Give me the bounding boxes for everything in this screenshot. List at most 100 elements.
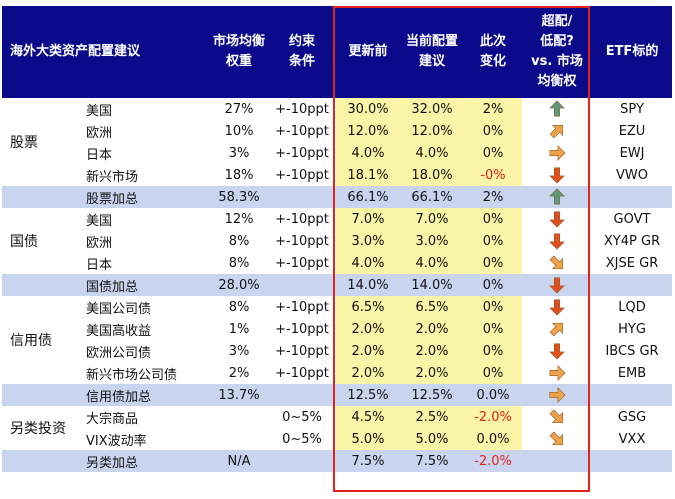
- over-under-cell: [522, 120, 592, 142]
- etf-ticker: [592, 274, 673, 296]
- over-under-cell: [522, 450, 593, 472]
- subtotal-spacer: [2, 274, 80, 296]
- before-value: 30.0%: [336, 98, 401, 120]
- constraint: [268, 186, 337, 208]
- before-value: 4.0%: [336, 142, 401, 164]
- constraint: +-10ppt: [275, 123, 329, 139]
- table-row: 国债 美国 12% +-10ppt 7.0% 7.0% 0% GOVT: [2, 208, 672, 274]
- change-value: 0%: [464, 208, 523, 230]
- before-value: 14.0%: [336, 274, 401, 296]
- market-weight: [210, 406, 268, 428]
- current-value: 2.0%: [400, 362, 465, 384]
- header-etf: ETF标的: [592, 6, 673, 98]
- arrow-up-right-icon: [549, 125, 564, 139]
- market-weight: 3%: [228, 145, 250, 161]
- current-value: 2.5%: [400, 406, 465, 428]
- etf-ticker: EZU: [618, 123, 646, 139]
- current-value: 2.0%: [400, 340, 465, 362]
- market-weight: 8%: [228, 299, 250, 315]
- asset-name: 日本: [86, 257, 113, 273]
- market-weight: 28.0%: [210, 274, 269, 296]
- over-under-cell: [522, 164, 592, 186]
- over-under-cell: [522, 274, 593, 296]
- change-value: 0.0%: [464, 428, 523, 450]
- constraint: +-10ppt: [275, 299, 329, 315]
- etf-ticker: EWJ: [619, 145, 645, 161]
- asset-name: 股票加总: [80, 186, 211, 208]
- header-before: 更新前: [336, 6, 401, 98]
- before-value: 12.0%: [336, 120, 401, 142]
- change-value: 2%: [464, 98, 523, 120]
- category-label: 股票: [2, 98, 80, 186]
- subtotal-row: 信用债加总 13.7% 12.5% 12.5% 0.0%: [2, 384, 673, 406]
- etf-ticker: VWO: [616, 167, 648, 183]
- change-value: -2.0%: [464, 406, 523, 428]
- subtotal-row: 国债加总 28.0% 14.0% 14.0% 0%: [2, 274, 673, 296]
- market-weight: 27%: [224, 101, 254, 117]
- over-under-cell: [522, 340, 592, 362]
- over-under-cell: [522, 186, 593, 208]
- market-weight: 8%: [228, 233, 250, 249]
- asset-name: 新兴市场公司债: [86, 367, 178, 383]
- change-value: 0%: [464, 274, 523, 296]
- change-value: 0%: [464, 230, 523, 252]
- change-value: 0%: [464, 362, 523, 384]
- etf-ticker: VXX: [618, 431, 646, 447]
- market-weight: 3%: [228, 343, 250, 359]
- constraint: +-10ppt: [275, 343, 329, 359]
- current-value: 66.1%: [400, 186, 465, 208]
- etf-ticker: GSG: [617, 409, 647, 425]
- table-row: 欧洲 8% +-10ppt 3.0% 3.0% 0% XY4P GR: [2, 230, 672, 252]
- etf-ticker: EMB: [617, 365, 647, 381]
- constraint: +-10ppt: [275, 145, 329, 161]
- current-value: 5.0%: [400, 428, 465, 450]
- current-value: 12.5%: [400, 384, 465, 406]
- constraint: +-10ppt: [275, 211, 329, 227]
- table-row: 新兴市场公司债 2% +-10ppt 2.0% 2.0% 0% EMB: [2, 362, 672, 384]
- etf-ticker: SPY: [620, 101, 644, 117]
- arrow-right-icon: [549, 365, 566, 381]
- table-row: 欧洲公司债 3% +-10ppt 2.0% 2.0% 0% IBCS GR: [2, 340, 672, 362]
- header-market-weight: 市场均衡 权重: [210, 6, 269, 98]
- subtotal-spacer: [2, 384, 80, 406]
- market-weight: 12%: [224, 211, 254, 227]
- table-row: 日本 8% +-10ppt 4.0% 4.0% 0% XJSE GR: [2, 252, 672, 274]
- subtotal-row: 另类加总 N/A 7.5% 7.5% -2.0%: [2, 450, 673, 472]
- market-weight: 2%: [228, 365, 250, 381]
- current-value: 4.0%: [400, 142, 465, 164]
- constraint: +-10ppt: [275, 233, 329, 249]
- over-under-cell: [522, 318, 592, 340]
- asset-name: 国债加总: [80, 274, 211, 296]
- asset-name: 美国公司债: [86, 301, 152, 317]
- before-value: 3.0%: [336, 230, 401, 252]
- subtotal-spacer: [2, 186, 80, 208]
- arrow-down-right-icon: [549, 431, 564, 445]
- etf-ticker: [592, 186, 673, 208]
- table-row: 信用债 美国公司债 8% +-10ppt 6.5% 6.5% 0% LQD: [2, 296, 672, 384]
- table-row: 日本 3% +-10ppt 4.0% 4.0% 0% EWJ: [2, 142, 672, 164]
- current-value: 32.0%: [400, 98, 465, 120]
- before-value: 5.0%: [336, 428, 401, 450]
- current-value: 7.5%: [400, 450, 465, 472]
- subtotal-spacer: [2, 450, 80, 472]
- asset-name: 大宗商品: [86, 411, 139, 427]
- constraint: +-10ppt: [275, 365, 329, 381]
- over-under-cell: [522, 384, 593, 406]
- constraint: [268, 274, 337, 296]
- asset-name: 欧洲公司债: [86, 345, 152, 361]
- over-under-cell: [522, 98, 592, 120]
- etf-ticker: HYG: [618, 321, 646, 337]
- market-weight: 10%: [224, 123, 254, 139]
- header-over-under: 超配/低配? vs. 市场 均衡权: [522, 6, 593, 98]
- constraint: +-10ppt: [275, 255, 329, 271]
- constraint: +-10ppt: [275, 101, 329, 117]
- asset-name: 信用债加总: [80, 384, 211, 406]
- category-label: 信用债: [2, 296, 80, 384]
- over-under-cell: [522, 252, 592, 274]
- arrow-right-icon: [549, 145, 566, 161]
- constraint: 0~5%: [282, 431, 322, 447]
- before-value: 2.0%: [336, 318, 401, 340]
- over-under-cell: [522, 208, 592, 230]
- current-value: 7.0%: [400, 208, 465, 230]
- header-change: 此次 变化: [464, 6, 523, 98]
